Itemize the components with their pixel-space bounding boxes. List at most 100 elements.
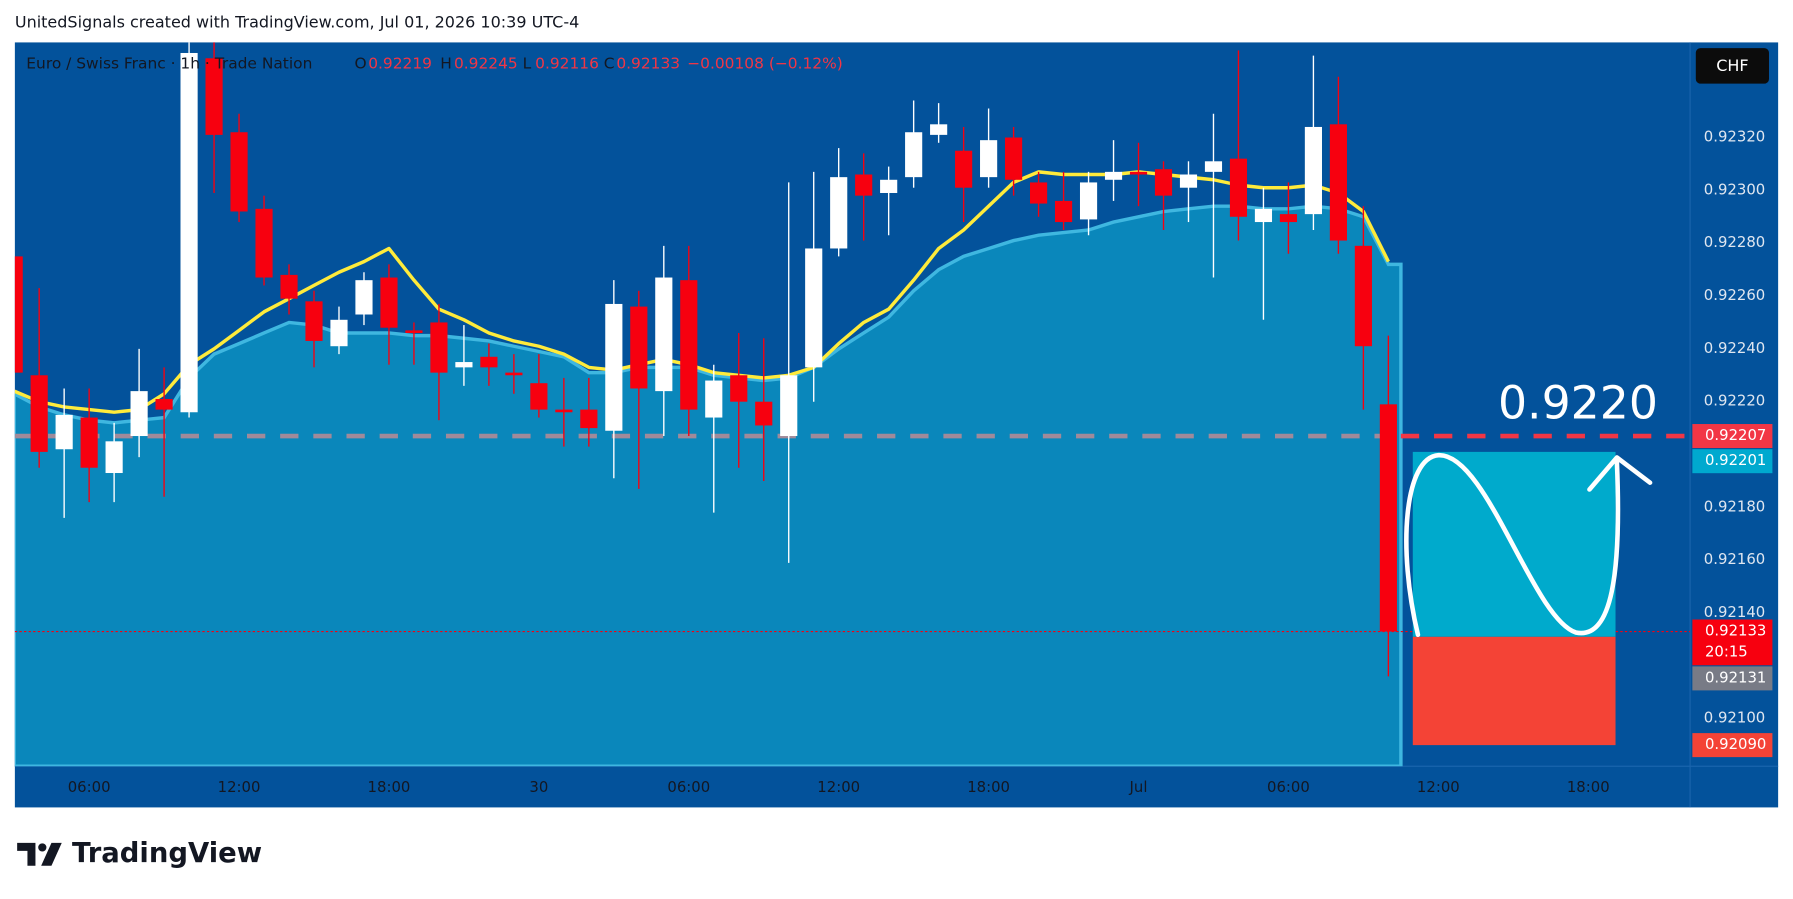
logo-mark	[17, 842, 36, 866]
logo-mark	[41, 842, 62, 866]
plot	[14, 42, 1691, 767]
price-label-box	[1692, 666, 1773, 691]
candle-body	[805, 248, 823, 368]
x-tick-label: 12:00	[1417, 778, 1460, 796]
candle-body	[1229, 158, 1248, 217]
candle-body	[130, 391, 148, 437]
candle-body	[1104, 171, 1123, 180]
legend: Euro / Swiss Franc · 1h · Trade Nation O…	[26, 55, 842, 73]
candle-body	[905, 132, 923, 178]
y-tick-label: 0.92300	[1704, 180, 1765, 198]
candle-body	[1304, 126, 1322, 215]
candle-body	[655, 277, 673, 392]
candle-body	[630, 306, 648, 389]
candle-body	[1254, 208, 1273, 223]
x-tick-label: 12:00	[218, 778, 261, 796]
candle-body	[980, 140, 998, 178]
x-tick-label: 06:00	[68, 778, 111, 796]
candle-body	[480, 356, 498, 368]
candle-body	[180, 52, 198, 413]
drawing	[1404, 452, 1653, 638]
candle-body	[105, 441, 123, 474]
ohlc-value: 0.92245	[454, 55, 518, 73]
candle-body	[1204, 161, 1223, 172]
candle-body	[780, 375, 798, 437]
candle-body	[430, 322, 448, 373]
logo-mark	[38, 843, 47, 852]
candle-body	[230, 132, 248, 212]
candle-body	[30, 375, 48, 452]
price-label: 0.92133	[1705, 622, 1766, 640]
candle-body	[1329, 124, 1347, 241]
candle-body	[580, 409, 598, 429]
price-label-box	[1692, 733, 1773, 758]
candle-body	[280, 274, 298, 299]
ohlc-key: H	[440, 55, 452, 73]
candle-body	[1379, 404, 1397, 632]
y-tick-label: 0.92220	[1704, 392, 1765, 410]
candle-body	[155, 399, 173, 410]
candle-body	[1079, 182, 1098, 220]
candle-body	[1154, 169, 1173, 196]
ohlc-value: 0.92133	[616, 55, 680, 73]
ohlc-key: C	[604, 55, 615, 73]
candle-body	[330, 319, 348, 347]
candle-body	[1005, 137, 1023, 180]
y-tick-label: 0.92320	[1704, 128, 1765, 146]
x-tick-label: 18:00	[1567, 778, 1610, 796]
candle-body	[555, 409, 573, 413]
y-tick-label: 0.92180	[1704, 497, 1765, 515]
y-tick-label: 0.92100	[1704, 709, 1765, 727]
x-tick-label: 06:00	[667, 778, 710, 796]
candle-body	[755, 401, 773, 426]
y-tick-label: 0.92140	[1704, 603, 1765, 621]
candle-body	[305, 301, 323, 341]
candle-body	[1279, 214, 1298, 223]
candle-body	[830, 177, 848, 249]
y-tick-label: 0.92160	[1704, 550, 1765, 568]
price-label-box	[1692, 424, 1773, 449]
x-tick-label: 06:00	[1267, 778, 1310, 796]
currency-button[interactable]	[1695, 48, 1769, 84]
x-tick-label: 12:00	[817, 778, 860, 796]
ohlc-value: 0.92219	[368, 55, 432, 73]
y-tick-label: 0.92280	[1704, 233, 1765, 251]
symbol: Euro / Swiss Franc · 1h · Trade Nation	[26, 55, 312, 73]
price-label: 0.92090	[1705, 735, 1766, 753]
price-label-box	[1692, 449, 1773, 474]
candle-body	[380, 277, 398, 328]
candle-body	[55, 414, 73, 450]
candle-body	[955, 150, 973, 188]
candle-body	[405, 330, 423, 334]
candle-body	[205, 58, 223, 135]
countdown: 20:15	[1705, 643, 1748, 661]
candle-body	[1354, 245, 1372, 347]
annotation: 0.9220	[1498, 377, 1658, 430]
candle-body	[1030, 182, 1048, 204]
loss-zone	[1412, 636, 1616, 746]
ohlc-key: L	[523, 55, 532, 73]
candle-body	[14, 256, 23, 373]
x-tick-label: 18:00	[368, 778, 411, 796]
candle-body	[1179, 174, 1198, 188]
candle-body	[730, 375, 748, 402]
ohlc-value: 0.92116	[535, 55, 599, 73]
candle-body	[855, 174, 873, 196]
candle-body	[1054, 200, 1073, 223]
price-label-box	[1692, 619, 1773, 666]
y-tick-label: 0.92260	[1704, 286, 1765, 304]
candle-body	[680, 280, 698, 410]
candle-body	[530, 383, 548, 410]
x-tick-label: Jul	[1129, 778, 1148, 796]
candle-body	[930, 124, 948, 135]
price-label: 0.92207	[1705, 426, 1766, 444]
candle-body	[1129, 171, 1148, 175]
candle-body	[705, 380, 723, 418]
x-tick-label: 30	[529, 778, 548, 796]
y-tick-label: 0.92240	[1704, 339, 1765, 357]
candle-body	[80, 417, 98, 468]
candle-body	[605, 303, 623, 431]
ohlc-key: O	[354, 55, 366, 73]
